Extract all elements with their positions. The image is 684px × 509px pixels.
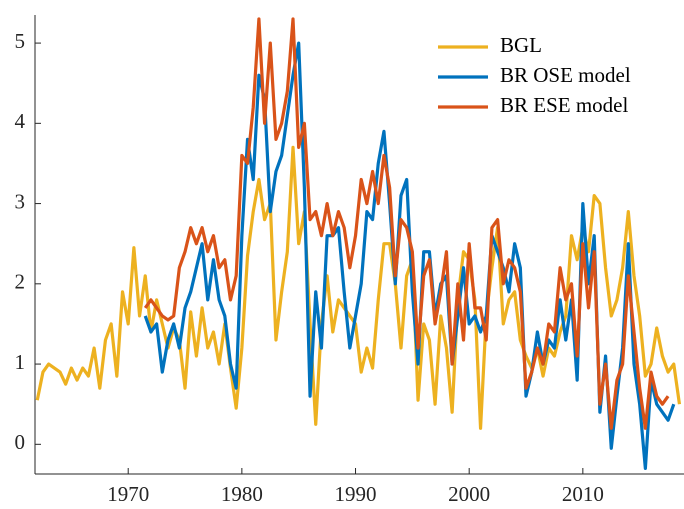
- x-tick-label: 1990: [335, 482, 377, 506]
- legend: BGL BR OSE model BR ESE model: [438, 33, 631, 117]
- series-line: [143, 17, 670, 430]
- x-tick-label: 1980: [221, 482, 263, 506]
- y-tick-label: 0: [15, 430, 26, 454]
- legend-label: BGL: [500, 33, 542, 57]
- legend-label: BR ESE model: [500, 93, 629, 117]
- y-tick-label: 5: [15, 29, 26, 53]
- x-tick-label: 2010: [562, 482, 604, 506]
- series-line: [35, 145, 682, 430]
- x-tick-label: 2000: [448, 482, 490, 506]
- y-tick-label: 4: [15, 109, 26, 133]
- plot-area: [35, 17, 682, 470]
- y-tick-label: 3: [15, 189, 26, 213]
- y-tick-label: 1: [15, 350, 26, 374]
- y-tick-label: 2: [15, 270, 26, 294]
- x-tick-label: 1970: [107, 482, 149, 506]
- legend-label: BR OSE model: [500, 63, 631, 87]
